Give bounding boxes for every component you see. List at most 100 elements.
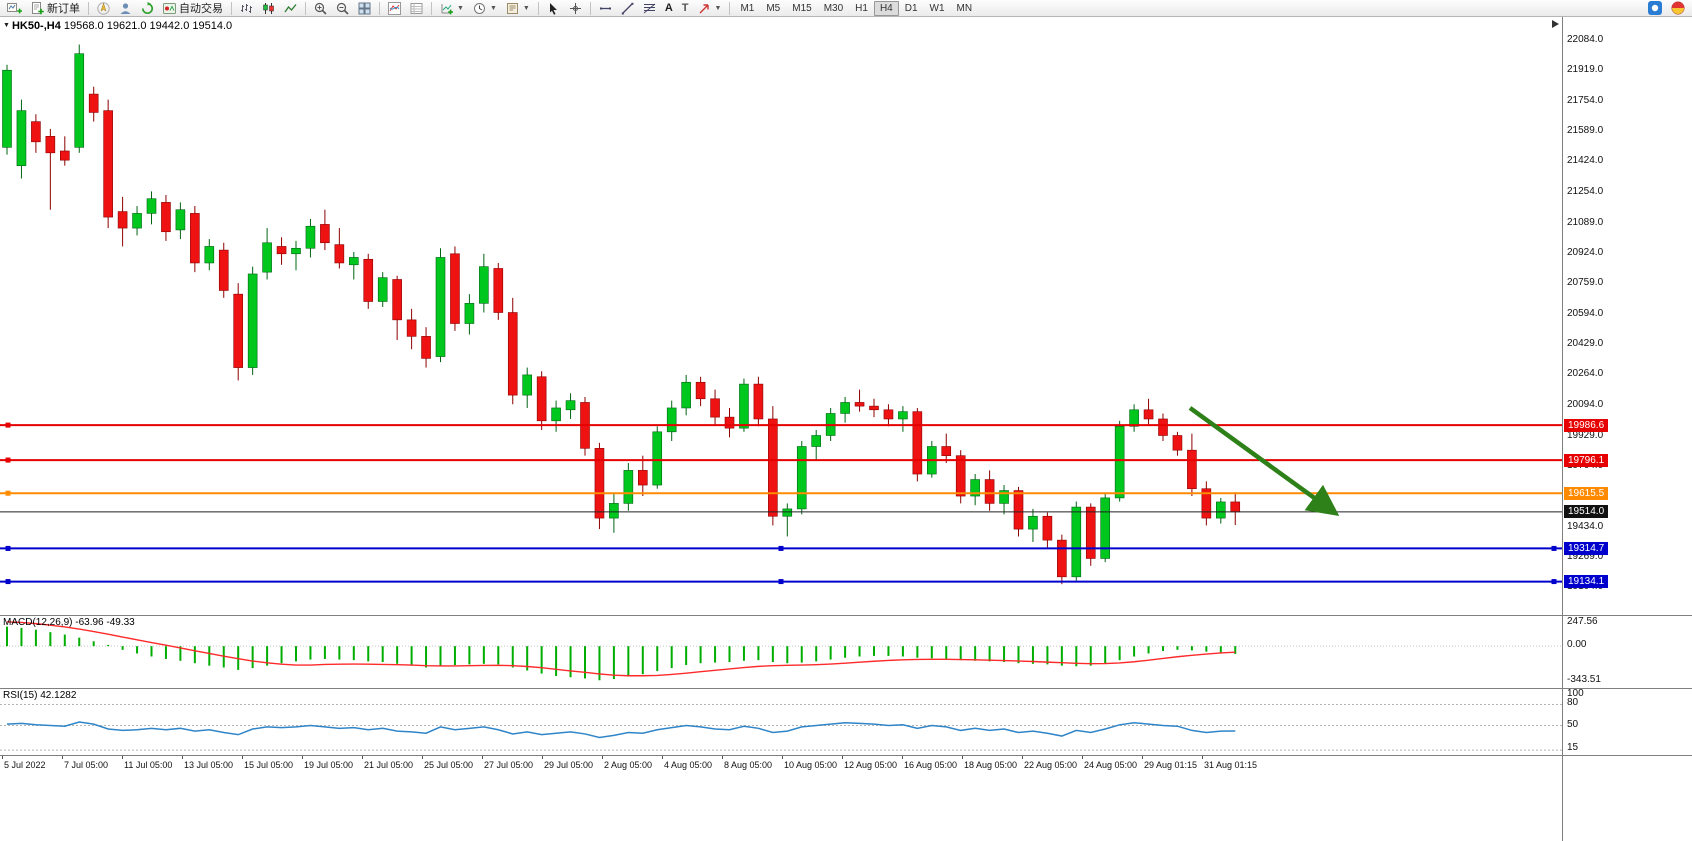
horizontal-line-19314.7[interactable] [0,545,1562,551]
line-handle[interactable] [5,545,11,551]
time-axis-label: 22 Aug 05:00 [1024,760,1078,770]
candlestick [377,272,388,308]
line-handle[interactable] [1551,545,1557,551]
candlestick [464,294,475,335]
notifications-button[interactable] [1667,1,1689,16]
metaeditor-button[interactable] [93,1,114,16]
clock-icon [473,2,486,15]
line-handle[interactable] [5,579,11,585]
candlestick [276,237,287,265]
zoom-in-icon [314,2,327,15]
price-axis-column[interactable]: 22084.0 21919.0 21754.0 21589.0 21424.0 21254… [1562,17,1692,841]
market-button[interactable] [137,1,158,16]
horizontal-line-19986.6[interactable] [0,422,1562,428]
candlestick [999,485,1009,515]
add-indicator-button[interactable]: ▼ [436,1,468,16]
rsi-label: RSI(15) 42.1282 [3,690,76,701]
price-axis-tick: 20429.0 [1567,337,1604,349]
cursor-button[interactable] [543,1,564,16]
trendline-icon [621,2,634,15]
new-chart-icon [7,2,22,15]
label-tool-button[interactable]: T [678,1,693,16]
candlestick [796,440,807,515]
timeframe-button-d1[interactable]: D1 [899,1,924,16]
line-handle[interactable] [5,490,11,496]
tile-windows-button[interactable] [354,1,375,16]
timeframe-button-mn[interactable]: MN [951,1,979,16]
new-order-button[interactable]: 新订单 [27,1,84,16]
timeframe-button-m15[interactable]: M15 [786,1,817,16]
text-tool-button[interactable]: A [661,1,677,16]
data-window-button[interactable] [406,1,427,16]
candlestick [623,463,634,511]
new-chart-button[interactable] [3,1,26,16]
horizontal-line-19134.1[interactable] [0,579,1562,585]
macd-chart-canvas[interactable] [0,616,1562,688]
periods-button[interactable]: ▼ [469,1,501,16]
timeframe-button-m5[interactable]: M5 [760,1,786,16]
rsi-chart-canvas[interactable] [0,689,1562,755]
zoom-in-button[interactable] [310,1,331,16]
horizontal-line-19615.5[interactable] [0,490,1562,496]
price-chart-canvas[interactable] [0,17,1562,615]
chart-column: ▼ HK50-,H4 19568.0 19621.0 19442.0 19514.… [0,17,1562,841]
bar-chart-button[interactable] [236,1,257,16]
candlestick-chart-button[interactable] [258,1,279,16]
candlestick [334,228,345,269]
time-axis-tick [122,756,123,759]
candlestick [724,407,735,438]
timeframe-button-h4[interactable]: H4 [873,0,899,16]
trendline-tool-button[interactable] [617,1,638,16]
profile-button[interactable] [115,1,136,16]
price-axis-tick: 21089.0 [1567,216,1604,228]
refresh-icon [141,1,154,15]
line-handle[interactable] [5,457,11,463]
time-axis[interactable]: 5 Jul 2022 7 Jul 05:00 11 Jul 05:00 13 Jul … [0,755,1562,773]
candlestick [1158,413,1168,441]
crosshair-button[interactable] [565,1,586,16]
line-handle[interactable] [5,422,11,428]
new-order-label: 新订单 [47,3,80,15]
chart-shift-marker[interactable] [1552,20,1559,28]
candlestick [1172,431,1183,456]
line-handle[interactable] [778,545,784,551]
time-axis-tick [842,756,843,759]
auto-trading-button[interactable]: 自动交易 [159,1,227,16]
rsi-panel[interactable]: RSI(15) 42.1282 [0,688,1562,755]
candlestick [522,367,533,408]
indicators-button[interactable] [384,1,405,16]
price-axis-tick: 21254.0 [1567,186,1604,198]
toolbar-separator [729,1,731,15]
timeframe-button-m1[interactable]: M1 [734,1,760,16]
line-handle[interactable] [1551,579,1557,585]
time-axis-tick [182,756,183,759]
hline-tool-button[interactable] [595,1,616,16]
candlestick [74,44,85,153]
line-handle[interactable] [778,579,784,585]
candlestick [59,136,70,166]
candlestick [16,99,27,179]
time-axis-tick [422,756,423,759]
candlestick [854,389,865,412]
line-chart-button[interactable] [280,1,301,16]
candlestick [739,378,749,432]
timeframe-button-w1[interactable]: W1 [924,1,951,16]
timeframe-button-h1[interactable]: H1 [849,1,874,16]
time-axis-tick [1142,756,1143,759]
macd-panel[interactable]: MACD(12,26,9) -63.96 -49.33 [0,615,1562,688]
price-panel[interactable]: ▼ HK50-,H4 19568.0 19621.0 19442.0 19514.… [0,17,1562,615]
fibonacci-tool-button[interactable] [639,1,660,16]
trend-arrow[interactable] [1188,406,1340,517]
horizontal-line-19796.1[interactable] [0,457,1562,463]
timeframe-button-m30[interactable]: M30 [818,1,849,16]
toolbar-separator [537,1,539,15]
data-window-icon [410,2,423,15]
arrows-tool-button[interactable]: ▼ [694,1,726,16]
cursor-icon [547,2,560,15]
panel-separator [1563,755,1692,756]
community-button[interactable] [1644,1,1666,16]
candlestick [1057,534,1067,585]
templates-button[interactable]: ▼ [502,1,534,16]
zoom-out-button[interactable] [332,1,353,16]
price-tag-19314.7: 19314.7 [1564,541,1609,555]
